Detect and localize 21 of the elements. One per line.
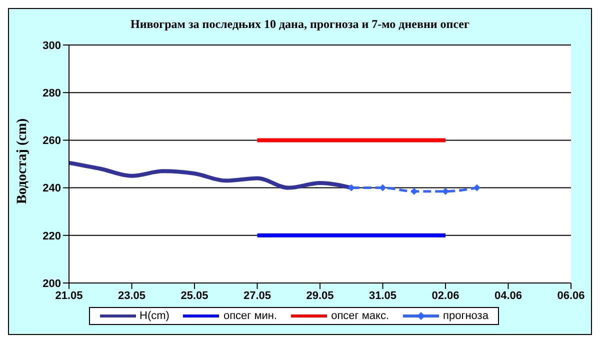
y-axis-title: Водостај (cm) [14,118,30,204]
chart-title: Нивограм за последњих 10 дана, прогноза и 7-мо дневни опсег [130,16,470,33]
x-tick-label: 06.06 [557,290,585,302]
y-tick-label: 200 [42,278,61,290]
legend-label: опсег мин. [223,310,278,322]
x-tick-label: 23.05 [118,290,146,302]
y-tick-label: 240 [42,182,61,195]
y-tick-label: 220 [42,230,61,242]
x-tick-label: 29.05 [306,290,334,302]
x-tick-label: 27.05 [243,290,272,302]
x-tick-label: 31.05 [368,290,397,302]
x-tick-label: 25.05 [180,290,208,302]
legend-label: H(cm) [140,310,170,322]
y-tick-label: 300 [42,40,61,52]
legend-label: опсег макс. [331,310,390,322]
x-tick-label: 02.06 [432,290,460,302]
x-tick-label: 04.06 [494,290,522,302]
y-tick-label: 260 [42,135,61,148]
legend-label: прогноза [443,310,488,322]
x-tick-label: 21.05 [55,290,83,302]
y-tick-label: 280 [42,88,61,100]
